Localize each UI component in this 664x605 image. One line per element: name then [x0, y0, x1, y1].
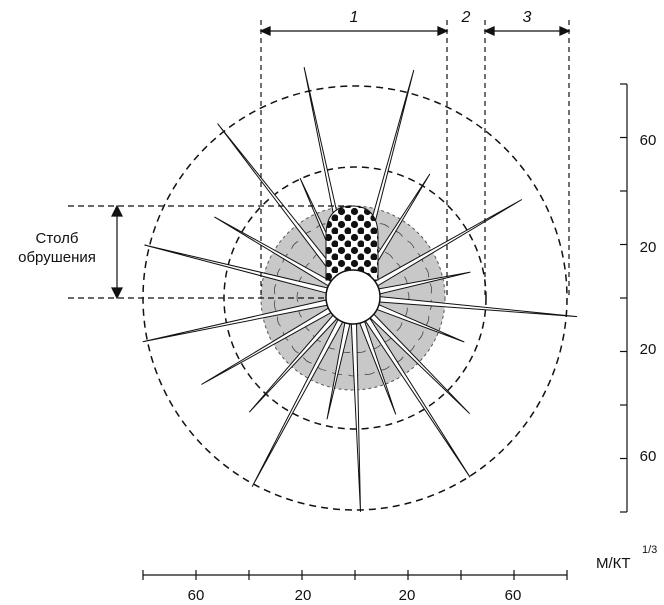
unit-exponent: 1/3: [642, 544, 657, 556]
right-scale: [620, 83, 628, 513]
collapse-column: [325, 205, 379, 281]
crack-mark: [425, 267, 430, 278]
crack-mark: [418, 331, 424, 341]
crack-mark: [303, 357, 312, 364]
unit-label: М/КТ: [596, 555, 631, 572]
right-scale-tick-3: 20: [640, 341, 657, 358]
crack-mark: [296, 291, 299, 303]
crack-mark: [273, 300, 277, 311]
right-scale-tick-1: 60: [640, 132, 657, 149]
right-scale-tick-2: 20: [640, 239, 657, 256]
bottom-scale-tick-3: 20: [399, 587, 416, 604]
bottom-scale-tick-1: 60: [188, 587, 205, 604]
crack-mark: [407, 240, 415, 249]
crack-mark: [276, 316, 281, 327]
central-cavity: [325, 269, 381, 325]
bottom-scale-tick-4: 60: [505, 587, 522, 604]
crack-mark: [379, 223, 390, 228]
zone-3-label: 3: [523, 9, 532, 26]
bottom-scale: [142, 570, 568, 580]
crack-mark: [429, 283, 433, 294]
crack-mark: [396, 322, 403, 332]
crack-mark: [385, 251, 394, 259]
collapse-height-dimension: [68, 204, 352, 300]
collapse-column-label-line1: Столб: [36, 230, 79, 247]
collapse-column-label-line2: обрушения: [18, 249, 96, 266]
zone-1-label: 1: [350, 9, 359, 26]
zone-boundaries: [260, 20, 570, 298]
crack-mark: [425, 315, 430, 326]
right-scale-tick-4: 60: [640, 448, 657, 465]
crack-mark: [364, 371, 375, 375]
crack-mark: [291, 345, 299, 354]
zone-arrows: [259, 25, 571, 37]
bottom-scale-tick-2: 20: [295, 587, 312, 604]
zone-2-label: 2: [461, 9, 471, 26]
crack-mark: [273, 284, 277, 295]
crack-mark: [291, 241, 299, 249]
